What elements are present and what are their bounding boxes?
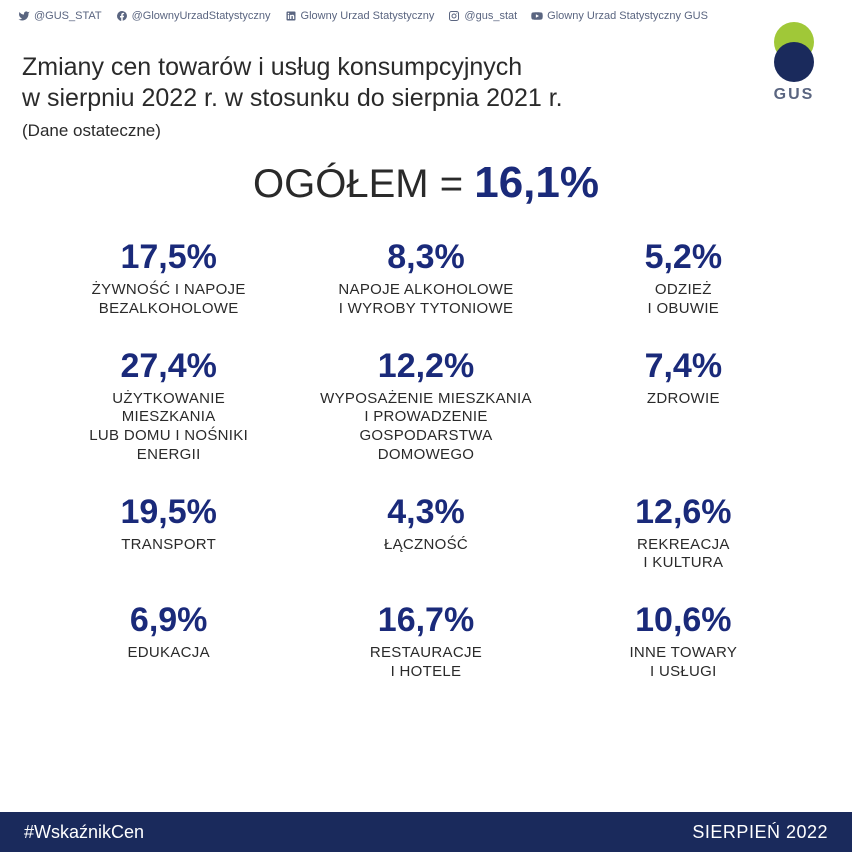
- logo-circle-blue: [774, 42, 814, 82]
- category-pct: 17,5%: [120, 238, 216, 277]
- category-cell: 12,6% REKREACJA I KULTURA: [555, 483, 812, 592]
- title-block: Zmiany cen towarów i usług konsumpcyjnyc…: [22, 52, 563, 141]
- headline-label: OGÓŁEM: [253, 162, 429, 206]
- category-pct: 16,7%: [378, 601, 474, 640]
- social-facebook: @GlownyUrzadStatystyczny: [116, 10, 271, 22]
- category-pct: 12,6%: [635, 493, 731, 532]
- headline: OGÓŁEM = 16,1%: [0, 158, 852, 208]
- gus-logo: GUS: [770, 22, 818, 104]
- category-label: WYPOSAŻENIE MIESZKANIA I PROWADZENIE GOS…: [320, 390, 532, 465]
- canvas: @GUS_STAT @GlownyUrzadStatystyczny Glown…: [0, 0, 852, 852]
- category-label: REKREACJA I KULTURA: [637, 536, 730, 574]
- instagram-icon: [448, 10, 460, 22]
- category-label: ODZIEŻ I OBUWIE: [648, 281, 720, 319]
- title-line-2: w sierpniu 2022 r. w stosunku do sierpni…: [22, 83, 563, 114]
- category-pct: 27,4%: [120, 347, 216, 386]
- category-label: RESTAURACJE I HOTELE: [370, 644, 482, 682]
- category-label: INNE TOWARY I USŁUGI: [629, 644, 737, 682]
- category-pct: 5,2%: [645, 238, 723, 277]
- linkedin-icon: [285, 10, 297, 22]
- category-cell: 4,3% ŁĄCZNOŚĆ: [297, 483, 554, 592]
- youtube-icon: [531, 10, 543, 22]
- category-cell: 16,7% RESTAURACJE I HOTELE: [297, 591, 554, 700]
- logo-mark: [770, 22, 818, 82]
- category-label: ŁĄCZNOŚĆ: [384, 536, 468, 555]
- footer-bar: #WskaźnikCen SIERPIEŃ 2022: [0, 812, 852, 852]
- social-handle: @gus_stat: [464, 10, 517, 22]
- category-cell: 27,4% UŻYTKOWANIE MIESZKANIA LUB DOMU I N…: [40, 337, 297, 483]
- category-cell: 7,4% ZDROWIE: [555, 337, 812, 483]
- facebook-icon: [116, 10, 128, 22]
- social-handle: Glowny Urzad Statystyczny GUS: [547, 10, 708, 22]
- category-label: ZDROWIE: [647, 390, 720, 409]
- social-instagram: @gus_stat: [448, 10, 517, 22]
- category-pct: 12,2%: [378, 347, 474, 386]
- category-cell: 5,2% ODZIEŻ I OBUWIE: [555, 228, 812, 337]
- category-pct: 6,9%: [130, 601, 208, 640]
- category-grid: 17,5% ŻYWNOŚĆ I NAPOJE BEZALKOHOLOWE 8,3% N…: [40, 228, 812, 700]
- category-pct: 19,5%: [120, 493, 216, 532]
- category-cell: 12,2% WYPOSAŻENIE MIESZKANIA I PROWADZENI…: [297, 337, 554, 483]
- category-cell: 10,6% INNE TOWARY I USŁUGI: [555, 591, 812, 700]
- social-handle: @GUS_STAT: [34, 10, 102, 22]
- category-label: ŻYWNOŚĆ I NAPOJE BEZALKOHOLOWE: [92, 281, 246, 319]
- category-cell: 6,9% EDUKACJA: [40, 591, 297, 700]
- category-pct: 4,3%: [387, 493, 465, 532]
- social-youtube: Glowny Urzad Statystyczny GUS: [531, 10, 708, 22]
- social-handle: @GlownyUrzadStatystyczny: [132, 10, 271, 22]
- category-label: NAPOJE ALKOHOLOWE I WYROBY TYTONIOWE: [338, 281, 513, 319]
- logo-text: GUS: [770, 86, 818, 104]
- footer-hashtag: #WskaźnikCen: [24, 822, 144, 843]
- category-label: TRANSPORT: [121, 536, 216, 555]
- headline-value: 16,1%: [474, 158, 599, 207]
- category-label: EDUKACJA: [127, 644, 209, 663]
- twitter-icon: [18, 10, 30, 22]
- title-line-1: Zmiany cen towarów i usług konsumpcyjnyc…: [22, 52, 563, 83]
- social-twitter: @GUS_STAT: [18, 10, 102, 22]
- social-linkedin: Glowny Urzad Statystyczny: [285, 10, 435, 22]
- social-bar: @GUS_STAT @GlownyUrzadStatystyczny Glown…: [18, 10, 708, 22]
- footer-date: SIERPIEŃ 2022: [692, 822, 828, 843]
- category-pct: 7,4%: [645, 347, 723, 386]
- category-cell: 8,3% NAPOJE ALKOHOLOWE I WYROBY TYTONIOWE: [297, 228, 554, 337]
- headline-eq: =: [440, 162, 463, 206]
- content-area: @GUS_STAT @GlownyUrzadStatystyczny Glown…: [0, 0, 852, 812]
- category-cell: 17,5% ŻYWNOŚĆ I NAPOJE BEZALKOHOLOWE: [40, 228, 297, 337]
- title-subtitle: (Dane ostateczne): [22, 121, 563, 141]
- category-pct: 10,6%: [635, 601, 731, 640]
- category-pct: 8,3%: [387, 238, 465, 277]
- social-handle: Glowny Urzad Statystyczny: [301, 10, 435, 22]
- category-cell: 19,5% TRANSPORT: [40, 483, 297, 592]
- category-label: UŻYTKOWANIE MIESZKANIA LUB DOMU I NOŚNIK…: [89, 390, 248, 465]
